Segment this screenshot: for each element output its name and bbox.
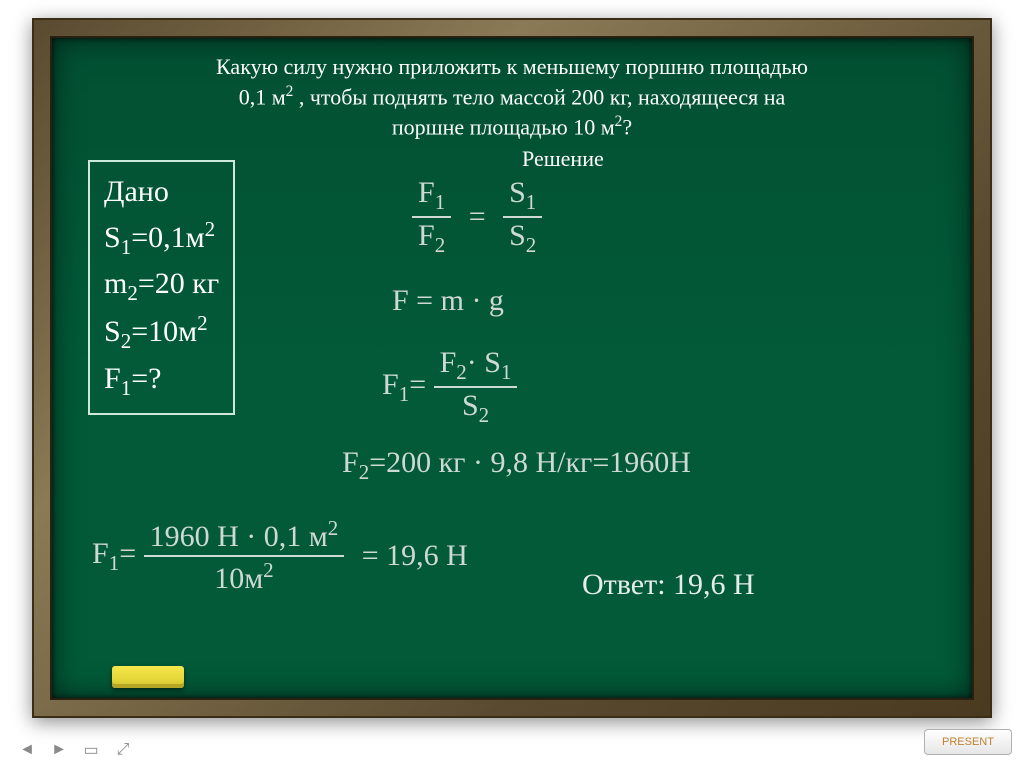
eq1-d2s: 2 <box>526 233 537 257</box>
nav-fullscreen-icon[interactable]: ⤢ <box>110 739 136 761</box>
equation-f2-calc: F2=200 кг · 9,8 Н/кг=1960Н <box>342 448 691 483</box>
eq4-lhss: 2 <box>359 460 370 484</box>
eq1-d1: F <box>418 219 435 252</box>
g-s2-lhs: S <box>104 315 121 348</box>
eq3-d: S <box>462 389 479 422</box>
eq5-lhs-wrap: F1= <box>92 537 144 570</box>
given-m2: m2=20 кг <box>104 262 219 308</box>
eq4-lhs: F <box>342 446 359 479</box>
solution-label: Решение <box>522 146 604 172</box>
eq5-result: = 19,6 Н <box>362 539 468 572</box>
eq1-n2: S <box>509 176 526 209</box>
eq1-n1s: 1 <box>435 190 446 214</box>
duster-icon <box>112 666 184 688</box>
eq1-n2s: 1 <box>526 190 537 214</box>
eq5-lhs: F <box>92 537 109 570</box>
eq3-ds: 2 <box>479 403 490 427</box>
given-s1: S1=0,1м2 <box>104 214 219 262</box>
equation-f1-derive: F1= F2· S1 S2 <box>382 348 517 426</box>
eq5-den: 10м <box>214 562 263 595</box>
chalkboard: Какую силу нужно приложить к меньшему по… <box>50 36 974 700</box>
g-f1-sub: 1 <box>121 376 132 400</box>
eq3-nas: 2 <box>456 360 467 384</box>
given-box: Дано S1=0,1м2 m2=20 кг S2=10м2 F1=? <box>88 160 235 415</box>
g-s1-sub: 1 <box>121 235 132 259</box>
g-m2-lhs: m <box>104 267 127 300</box>
eq3-lhss: 1 <box>399 382 410 406</box>
equation-fmg: F = m · g <box>392 286 504 316</box>
equation-f1-calc: F1= 1960 Н · 0,1 м2 10м2 = 19,6 Н <box>92 518 478 594</box>
given-s2: S2=10м2 <box>104 308 219 356</box>
nav-menu-icon[interactable]: ▭ <box>78 739 104 761</box>
problem-line3b: ? <box>622 114 632 139</box>
g-s2-rhs: =10м <box>131 315 197 348</box>
eq3-eq: = <box>409 368 426 401</box>
watermark-badge: PRESENT <box>924 729 1012 755</box>
g-f1-lhs: F <box>104 362 121 395</box>
frac-f: F1 F2 <box>412 178 451 256</box>
answer-value: 19,6 Н <box>673 568 755 601</box>
problem-text: Какую силу нужно приложить к меньшему по… <box>52 38 972 146</box>
g-s1-rhs: =0,1м <box>131 221 204 254</box>
given-f1: F1=? <box>104 357 219 403</box>
eq3-nbs: 1 <box>501 360 512 384</box>
eq4-rhs: =200 кг · 9,8 Н/кг=1960Н <box>369 446 691 479</box>
equation-ratio: F1 F2 = S1 S2 <box>412 178 542 256</box>
eq1-n1: F <box>418 176 435 209</box>
nav-next-icon[interactable]: ► <box>46 739 72 761</box>
eq1-d1s: 2 <box>435 233 446 257</box>
eq5-num: 1960 Н · 0,1 м <box>150 520 328 553</box>
g-s1-lhs: S <box>104 221 121 254</box>
eq5-eq: = <box>119 537 136 570</box>
eq1-op: = <box>469 200 486 233</box>
nav-prev-icon[interactable]: ◄ <box>14 739 40 761</box>
eq3-lhs: F <box>382 368 399 401</box>
eq5-frac: 1960 Н · 0,1 м2 10м2 <box>144 518 345 594</box>
problem-line1: Какую силу нужно приложить к меньшему по… <box>216 54 808 79</box>
eq5-lhss: 1 <box>109 551 120 575</box>
eq5-denexp: 2 <box>263 558 274 582</box>
slide-nav: ◄ ► ▭ ⤢ <box>14 739 136 761</box>
eq3-nmid: · S <box>467 346 501 379</box>
g-m2-rhs: =20 кг <box>138 267 219 300</box>
given-title: Дано <box>104 170 219 214</box>
eq1-d2: S <box>509 219 526 252</box>
g-s1-exp: 2 <box>205 217 216 241</box>
g-f1-rhs: =? <box>131 362 161 395</box>
g-m2-sub: 2 <box>127 281 138 305</box>
board-frame: Какую силу нужно приложить к меньшему по… <box>32 18 992 718</box>
problem-line2a: 0,1 м <box>239 84 286 109</box>
g-s2-exp: 2 <box>197 311 208 335</box>
problem-line2b: , чтобы поднять тело массой 200 кг, нахо… <box>293 84 785 109</box>
eq5-numexp: 2 <box>328 516 339 540</box>
answer: Ответ: 19,6 Н <box>582 568 755 602</box>
eq3-frac: F2· S1 S2 <box>434 348 518 426</box>
eq3-na: F <box>440 346 457 379</box>
answer-prefix: Ответ: <box>582 568 673 601</box>
frac-s: S1 S2 <box>503 178 542 256</box>
problem-line3a: поршне площадью 10 м <box>392 114 615 139</box>
g-s2-sub: 2 <box>121 329 132 353</box>
